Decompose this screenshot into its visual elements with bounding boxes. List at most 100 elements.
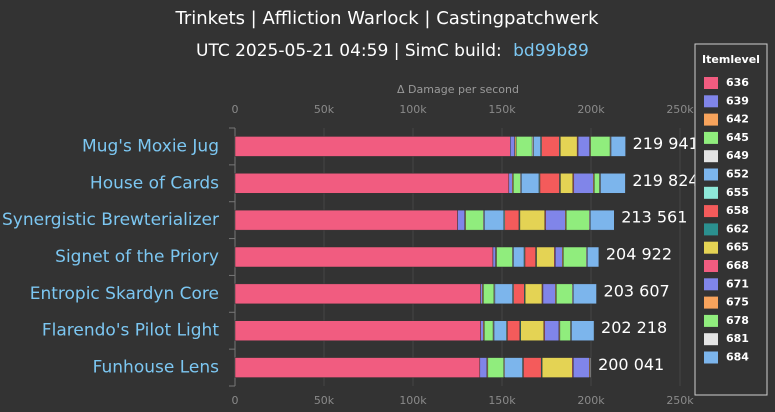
x-tick-label-top: 250k — [666, 103, 694, 116]
x-tick-label-top: 0 — [232, 103, 239, 116]
bar-segment — [234, 283, 481, 305]
legend-label: 684 — [726, 351, 749, 364]
y-tick-label: Signet of the Priory — [55, 247, 219, 267]
bar-segment — [457, 209, 465, 231]
bar-segment — [494, 283, 513, 305]
bar-segment — [492, 246, 496, 268]
y-tick-label: Flarendo's Pilot Light — [42, 321, 219, 341]
bar-segment — [508, 173, 513, 194]
x-axis-label: Δ Damage per second — [397, 83, 519, 96]
bar-segment — [504, 209, 520, 231]
legend-swatch — [704, 223, 718, 236]
bar-segment — [545, 209, 566, 231]
bar-segment — [480, 283, 483, 305]
legend-swatch — [704, 241, 718, 254]
x-tick-label-bottom: 100k — [399, 394, 427, 407]
total-label: 219 824 — [632, 171, 698, 190]
bar-segment — [589, 357, 592, 378]
legend-swatch — [704, 131, 718, 144]
x-tick-label-bottom: 0 — [232, 394, 239, 407]
bar-segment — [593, 173, 600, 194]
legend-label: 642 — [726, 113, 749, 126]
legend-swatch — [704, 351, 718, 364]
x-tick-label-top: 200k — [577, 103, 605, 116]
bar-segment — [465, 209, 484, 231]
legend-label: 662 — [726, 222, 749, 235]
x-tick-label-bottom: 200k — [577, 394, 605, 407]
bar-segment — [504, 357, 523, 378]
y-tick-label: Entropic Skardyn Core — [30, 284, 219, 304]
y-tick-label: Synergistic Brewterializer — [2, 210, 219, 230]
bar-segment — [234, 246, 494, 268]
bar-segment — [234, 209, 458, 231]
legend-swatch — [704, 205, 718, 218]
bar-segment — [559, 320, 571, 341]
legend-title: Itemlevel — [702, 53, 760, 66]
legend-swatch — [704, 113, 718, 126]
subtitle-text: UTC 2025-05-21 04:59 | SimC build: — [196, 41, 502, 61]
total-label: 203 607 — [604, 281, 670, 300]
legend-label: 639 — [726, 94, 749, 107]
bar-segment — [234, 320, 481, 341]
bar-segment — [541, 357, 573, 378]
bar-segment — [555, 246, 563, 268]
bar-segment — [234, 136, 511, 157]
bar-segment — [571, 320, 595, 341]
legend-swatch — [704, 296, 718, 309]
bar-segment — [480, 320, 484, 341]
bar-segment — [521, 173, 540, 194]
bar-segment — [513, 283, 525, 305]
y-tick-label: House of Cards — [90, 173, 219, 193]
legend-label: 649 — [726, 149, 749, 162]
bar-segment — [513, 173, 521, 194]
bar-segment — [572, 283, 597, 305]
bar-segment — [573, 357, 590, 378]
bar-segment — [560, 136, 578, 157]
legend-label: 681 — [726, 332, 749, 345]
legend-label: 652 — [726, 168, 749, 181]
bar-segment — [590, 136, 611, 157]
total-label: 200 041 — [598, 355, 664, 374]
bar-segment — [563, 246, 587, 268]
bar-segment — [533, 136, 541, 157]
bar-segment — [234, 357, 481, 378]
bar-segment — [493, 320, 507, 341]
chart-subtitle: UTC 2025-05-21 04:59 | SimC build: bd99b… — [196, 41, 589, 61]
x-tick-label-top: 50k — [314, 103, 335, 116]
legend-swatch — [704, 314, 718, 327]
bar-segment — [589, 209, 615, 231]
bar-segment — [600, 173, 626, 194]
x-tick-label-top: 150k — [488, 103, 516, 116]
x-tick-label-bottom: 150k — [488, 394, 516, 407]
x-tick-label-bottom: 50k — [314, 394, 335, 407]
bar-segment — [519, 209, 546, 231]
bar-segment — [483, 283, 495, 305]
legend-label: 671 — [726, 277, 749, 290]
bar-segment — [556, 283, 573, 305]
legend-swatch — [704, 150, 718, 163]
legend-label: 668 — [726, 259, 749, 272]
total-label: 213 561 — [621, 208, 687, 227]
bar-segment — [541, 136, 560, 157]
legend-swatch — [704, 95, 718, 108]
bar-segment — [524, 283, 543, 305]
legend-swatch — [704, 186, 718, 199]
y-tick-label: Mug's Moxie Jug — [82, 136, 219, 156]
legend-swatch — [704, 333, 718, 346]
legend-swatch — [704, 260, 718, 272]
bar-segment — [487, 357, 505, 378]
bar-segment — [560, 173, 574, 194]
total-label: 202 218 — [601, 318, 667, 337]
legend-label: 675 — [726, 296, 749, 309]
build-link[interactable]: bd99b89 — [513, 41, 589, 61]
legend-label: 655 — [726, 186, 749, 199]
bar-segment — [515, 136, 533, 157]
legend-swatch — [704, 278, 718, 291]
bar-segment — [513, 246, 525, 268]
bar-segment — [484, 209, 505, 231]
bar-segment — [610, 136, 626, 157]
bar-segment — [483, 320, 494, 341]
legend-label: 645 — [726, 131, 749, 144]
